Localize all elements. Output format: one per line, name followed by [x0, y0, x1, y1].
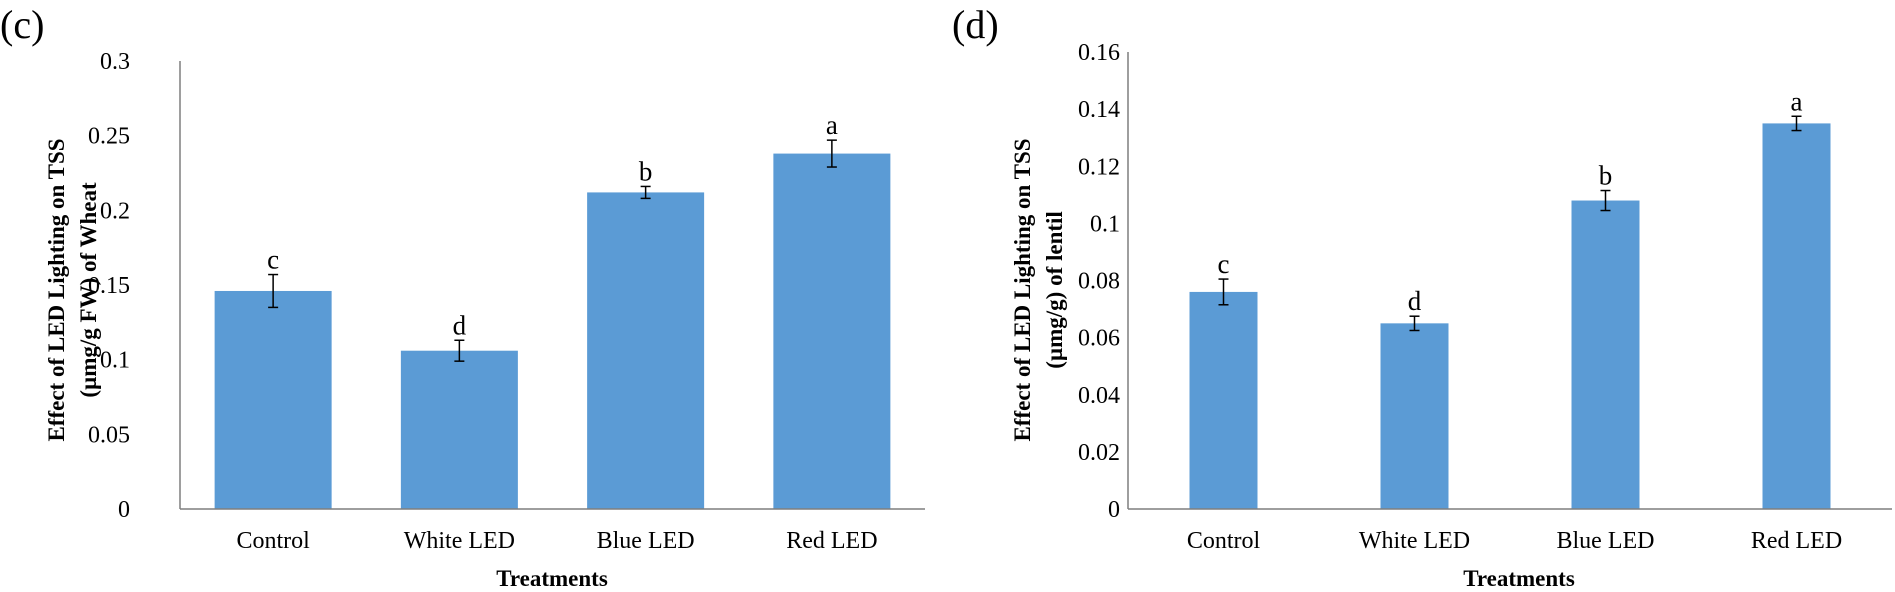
chart-panel-d: (d) Effect of LED Lighting on TSS (µmg/g… [952, 2, 1892, 591]
y-tick-label: 0.14 [1078, 97, 1120, 123]
y-axis-title-line2-d: (µmg/g) of lentil [1042, 211, 1067, 369]
category-label: Blue LED [597, 528, 695, 554]
significance-letter: a [826, 110, 838, 140]
category-label: Control [1187, 528, 1261, 554]
significance-letter: d [1408, 286, 1422, 316]
y-axis-title-c: Effect of LED Lighting on TSS (µmg/g FW)… [44, 138, 101, 441]
significance-letter: d [453, 310, 467, 340]
y-ticks-d: 0 0.02 0.04 0.06 0.08 0.1 0.12 0.14 0.16 [1078, 40, 1120, 523]
bar-red-led [1762, 123, 1831, 509]
y-tick-label: 0.04 [1078, 383, 1120, 409]
category-label: Red LED [1751, 528, 1842, 554]
y-tick-label: 0.1 [1090, 211, 1120, 237]
y-ticks-c: 0 0.05 0.1 0.15 0.2 0.25 0.3 [88, 49, 130, 523]
bar-white-led [400, 350, 518, 509]
significance-letter: c [1218, 249, 1230, 279]
bar-white-led [1380, 323, 1449, 509]
y-tick-label: 0.25 [88, 124, 130, 150]
y-tick-label: 0.2 [100, 198, 130, 224]
x-axis-title-c: Treatments [496, 566, 608, 591]
y-tick-label: 0.3 [100, 49, 130, 75]
y-tick-label: 0.06 [1078, 326, 1120, 352]
bar-blue-led [1571, 200, 1640, 509]
panel-label-c: (c) [0, 2, 44, 47]
bar-red-led [773, 153, 891, 509]
y-tick-label: 0 [118, 497, 130, 523]
chart-panel-c: (c) Effect of LED Lighting on TSS (µmg/g… [0, 2, 925, 591]
y-axis-title-line1-c: Effect of LED Lighting on TSS [44, 138, 69, 441]
category-label: Control [236, 528, 310, 554]
y-tick-label: 0.02 [1078, 440, 1120, 466]
category-labels-d: Control White LED Blue LED Red LED [1187, 528, 1842, 554]
category-labels-c: Control White LED Blue LED Red LED [236, 528, 877, 554]
y-tick-label: 0.15 [88, 273, 130, 299]
x-axis-title-d: Treatments [1463, 566, 1575, 591]
significance-letter: b [1599, 161, 1613, 191]
y-tick-label: 0 [1108, 497, 1120, 523]
category-label: Blue LED [1557, 528, 1655, 554]
panel-label-d: (d) [952, 2, 999, 47]
y-axis-title-line1-d: Effect of LED Lighting on TSS [1010, 138, 1035, 441]
bar-control [214, 290, 332, 509]
y-axis-title-line2-c: (µmg/g FW) of Wheat [76, 182, 101, 398]
y-tick-label: 0.08 [1078, 269, 1120, 295]
bars-c: c d b a [214, 110, 891, 509]
significance-letter: b [639, 156, 653, 186]
significance-letter: c [267, 245, 279, 275]
y-axis-title-d: Effect of LED Lighting on TSS (µmg/g) of… [1010, 138, 1067, 441]
bar-control [1189, 291, 1258, 509]
y-tick-label: 0.16 [1078, 40, 1120, 66]
y-tick-label: 0.1 [100, 348, 130, 374]
bars-d: c d b a [1189, 86, 1831, 509]
y-tick-label: 0.12 [1078, 154, 1120, 180]
category-label: Red LED [786, 528, 877, 554]
category-label: White LED [404, 528, 515, 554]
y-tick-label: 0.05 [88, 422, 130, 448]
bar-blue-led [587, 192, 705, 509]
significance-letter: a [1791, 86, 1803, 116]
category-label: White LED [1359, 528, 1470, 554]
